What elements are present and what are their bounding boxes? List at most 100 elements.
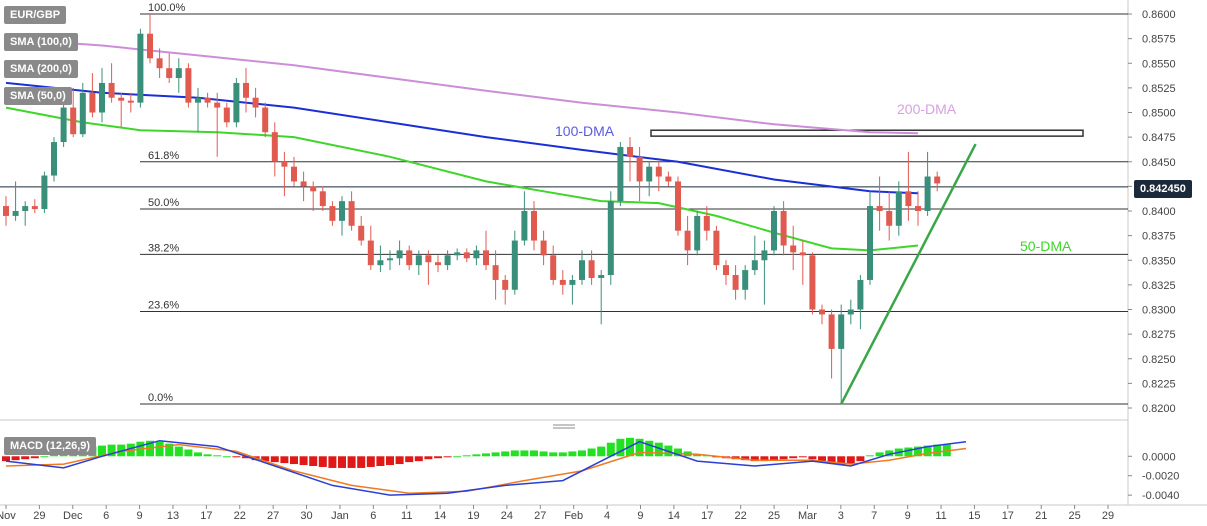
y-tick-label: 0.8275 — [1142, 329, 1176, 341]
y-tick-label: 0.8225 — [1142, 378, 1176, 390]
fib-level-label: 0.0% — [148, 392, 173, 404]
candle-body — [425, 255, 432, 263]
x-tick-label: 6 — [103, 510, 109, 522]
candle-body — [387, 258, 393, 261]
fib-level-label: 50.0% — [148, 197, 179, 209]
candle-body — [742, 270, 749, 290]
x-tick-label: 11 — [935, 510, 946, 522]
macd-label[interactable]: MACD (12,26,9) — [4, 437, 97, 455]
macd-histogram-bar — [530, 450, 538, 457]
x-tick-label: 24 — [501, 510, 513, 522]
candle-body — [127, 100, 134, 103]
candle-body — [684, 230, 691, 251]
macd-histogram-bar — [510, 450, 519, 457]
candle-body — [531, 211, 537, 241]
macd-histogram-bar — [424, 456, 433, 460]
candle-body — [559, 279, 566, 285]
candle-body — [751, 260, 758, 271]
candle-body — [79, 92, 86, 135]
candle-body — [924, 176, 931, 211]
dma-annotation-1: 200-DMA — [897, 101, 957, 117]
x-tick-label: Feb — [564, 510, 583, 522]
x-tick-label: 17 — [1002, 510, 1014, 522]
y-tick-label: 0.8450 — [1142, 157, 1176, 169]
sma-100-line — [5, 81, 919, 195]
candle-body — [310, 186, 317, 192]
candle-body — [876, 206, 883, 211]
resistance-zone — [650, 129, 1084, 137]
dma-annotation-2: 50-DMA — [1020, 238, 1072, 254]
candle-body — [444, 255, 451, 266]
x-tick-label: 21 — [1035, 510, 1047, 522]
candle-body — [521, 211, 528, 241]
candle-body — [867, 206, 873, 280]
x-tick-label: 25 — [1068, 510, 1080, 522]
macd-histogram-bar — [357, 456, 366, 468]
macd-histogram-bar — [290, 456, 298, 465]
candle-body — [799, 252, 806, 256]
candle-body — [195, 97, 201, 103]
macd-histogram-bar — [472, 454, 481, 457]
candle-body — [569, 279, 576, 285]
candle-body — [31, 206, 38, 210]
candle-body — [905, 191, 912, 207]
candle-body — [713, 230, 720, 266]
y-tick-label: 0.8575 — [1142, 34, 1176, 46]
candle-body — [675, 181, 681, 231]
candle-body — [118, 97, 125, 101]
macd-histogram-bar — [779, 456, 788, 460]
sma-50-label[interactable]: SMA (50,0) — [4, 87, 72, 105]
candle-body — [339, 201, 345, 221]
symbol-label[interactable]: EUR/GBP — [4, 6, 67, 24]
candle-body — [598, 275, 605, 278]
candle-body — [617, 146, 624, 202]
x-tick-label: Jan — [331, 510, 349, 522]
macd-histogram-bar — [482, 453, 490, 457]
x-tick-label: Mar — [798, 510, 817, 522]
candle-body — [99, 82, 105, 113]
candle-body — [396, 250, 403, 259]
candle-body — [204, 97, 211, 103]
x-tick-label: 13 — [167, 510, 179, 522]
macd-histogram-bar — [539, 451, 548, 457]
candle-body — [895, 191, 902, 226]
macd-histogram-bar — [501, 451, 510, 457]
macd-histogram-bar — [30, 456, 39, 459]
macd-histogram-bar — [222, 456, 231, 458]
macd-histogram-bar — [443, 456, 452, 458]
candle-body — [819, 309, 825, 315]
macd-histogram-bar — [50, 454, 58, 457]
macd-histogram-bar — [203, 454, 212, 457]
candle-body — [137, 33, 144, 103]
macd-histogram-bar — [299, 456, 308, 466]
macd-histogram-bar — [837, 456, 846, 466]
sma-200-label[interactable]: SMA (200,0) — [4, 60, 78, 78]
x-tick-label: 9 — [637, 510, 643, 522]
candle-body — [655, 166, 662, 177]
macd-histogram-bar — [165, 443, 174, 457]
candle-body — [473, 250, 480, 259]
sma-100-label[interactable]: SMA (100,0) — [4, 33, 78, 51]
x-tick-label: 6 — [370, 510, 376, 522]
macd-histogram-bar — [309, 456, 318, 466]
macd-histogram-bar — [280, 456, 289, 464]
macd-line — [5, 439, 967, 496]
y-tick-label: 0.8375 — [1142, 231, 1176, 243]
macd-histogram-bar — [654, 442, 663, 457]
macd-histogram-bar — [856, 456, 865, 462]
macd-histogram-bar — [597, 446, 606, 457]
candle-body — [886, 211, 893, 226]
macd-histogram-bar — [520, 450, 529, 457]
candle-body — [790, 245, 797, 253]
macd-histogram-bar — [261, 456, 270, 462]
macd-histogram-bar — [491, 452, 500, 457]
candle-body — [358, 225, 365, 241]
candle-body — [483, 250, 489, 266]
macd-histogram-bar — [11, 456, 20, 461]
macd-histogram-bar — [645, 440, 654, 457]
dma-annotation-0: 100-DMA — [555, 123, 615, 139]
macd-histogram-bar — [846, 456, 855, 465]
macd-histogram-bar — [21, 456, 30, 460]
y-tick-label: 0.8325 — [1142, 280, 1176, 292]
